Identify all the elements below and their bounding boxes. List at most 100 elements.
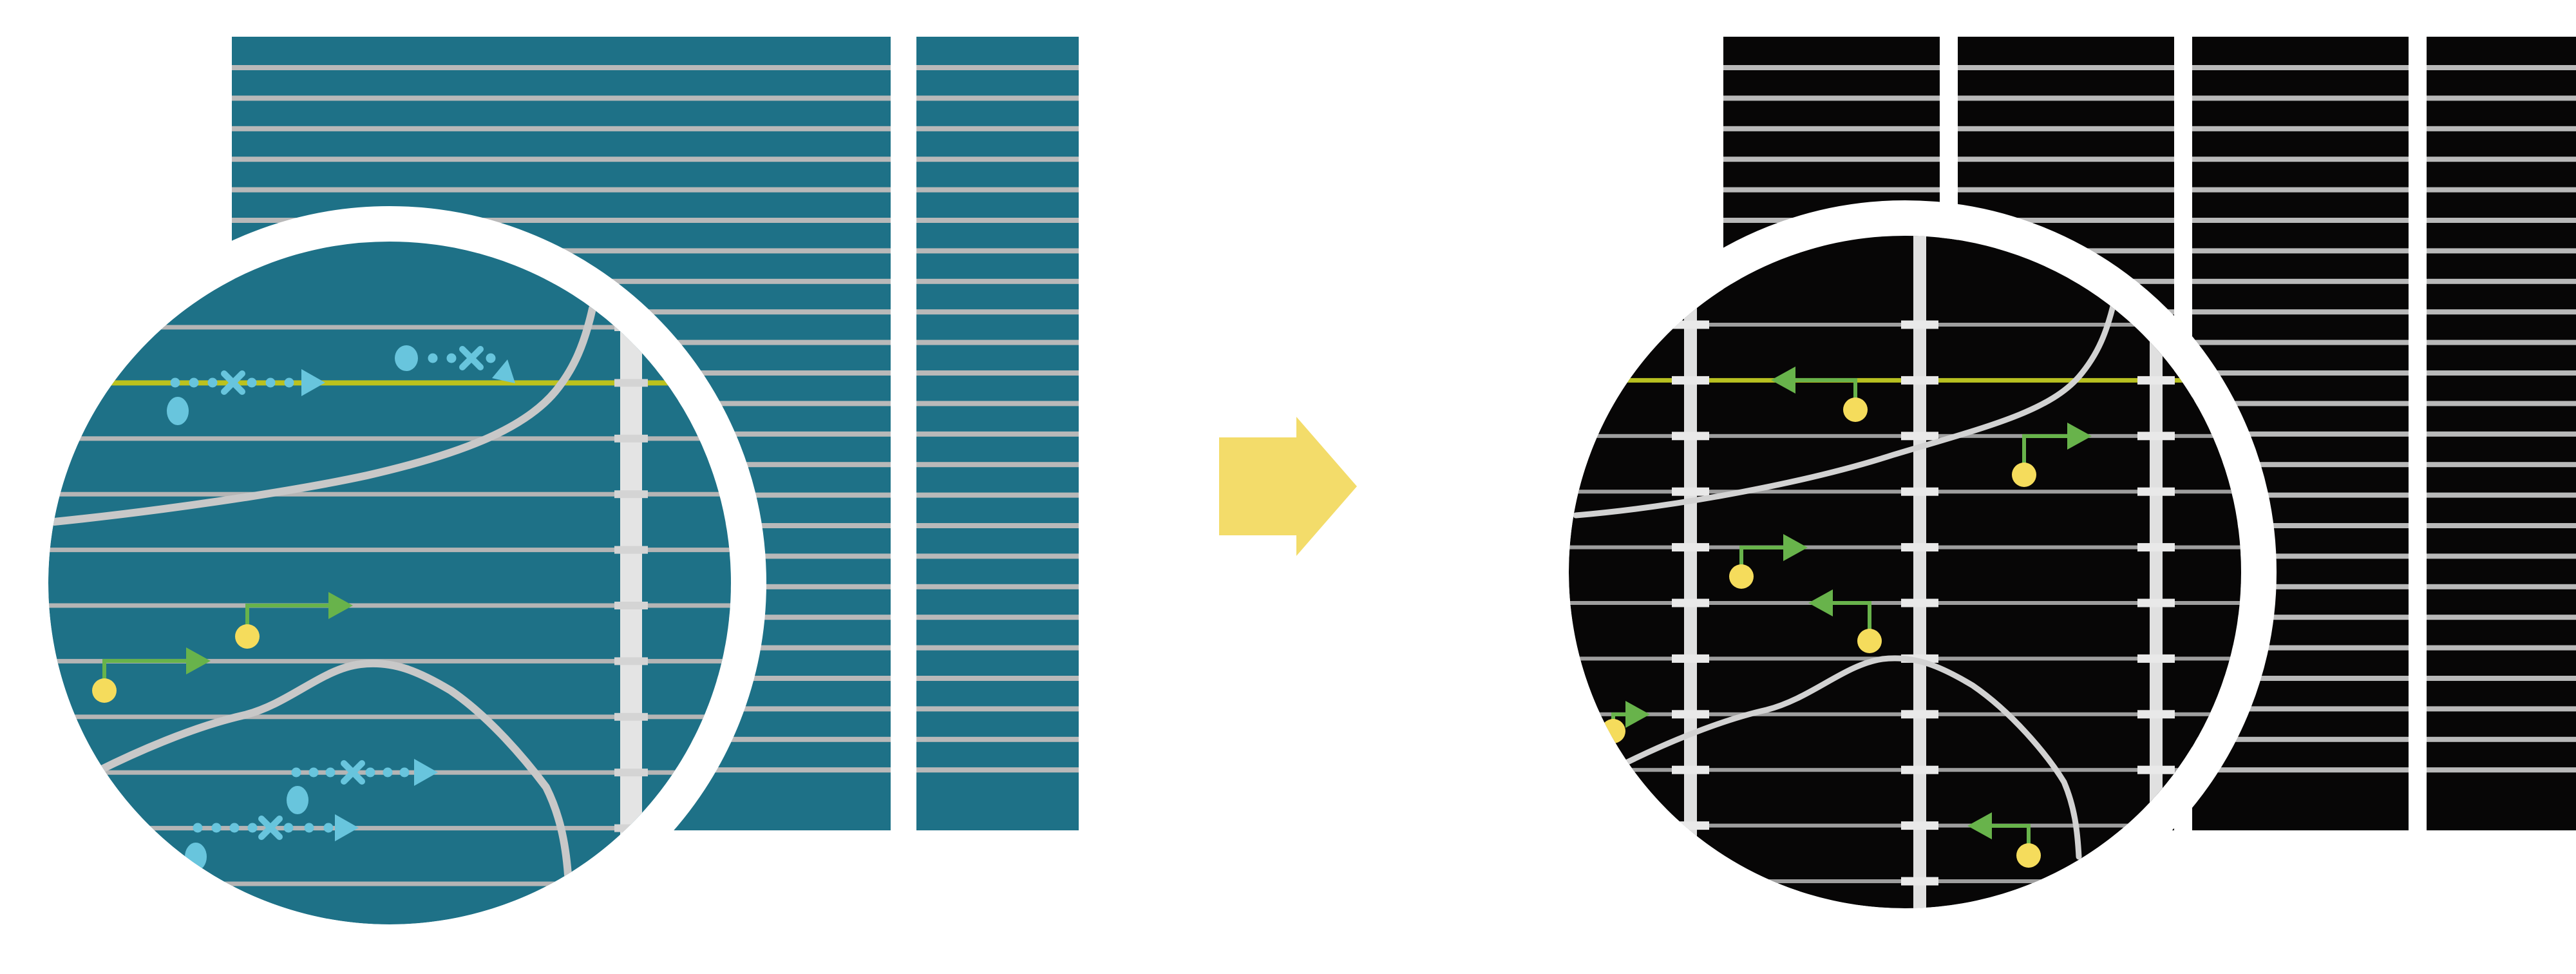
magnifier-right-content xyxy=(1569,236,2241,908)
finger-line xyxy=(48,492,731,497)
finger-line xyxy=(2427,126,2576,131)
finger-line xyxy=(2192,706,2409,712)
transform-arrow-icon xyxy=(1219,417,1357,556)
solder-pad xyxy=(614,657,648,665)
finger-line xyxy=(916,309,1079,315)
electron-dot xyxy=(283,823,294,833)
finger-line xyxy=(916,218,1079,223)
finger-line xyxy=(916,523,1079,528)
solder-pad xyxy=(614,434,648,443)
finger-line xyxy=(1958,95,2174,101)
finger-line xyxy=(916,126,1079,131)
finger-line xyxy=(2427,736,2576,742)
finger-line xyxy=(48,436,731,441)
electron-dot xyxy=(399,767,410,778)
finger-line xyxy=(2192,278,2409,284)
magnifier-right xyxy=(1533,200,2277,944)
finger-line xyxy=(48,548,731,553)
finger-line xyxy=(916,676,1079,681)
finger-line xyxy=(48,826,731,831)
solder-pad xyxy=(1672,598,1709,607)
finger-line xyxy=(2192,431,2409,437)
solder-pad xyxy=(1672,376,1709,385)
highlighted-finger-line xyxy=(48,380,731,386)
recombination-x-icon xyxy=(221,370,245,395)
solder-pad xyxy=(1672,710,1709,719)
finger-line xyxy=(916,462,1079,468)
finger-line xyxy=(232,187,891,193)
carrier-arrowhead-icon xyxy=(1783,534,1808,561)
magnifier-left xyxy=(13,206,766,960)
standard-cell-panel xyxy=(916,37,1079,830)
finger-line xyxy=(232,218,891,223)
electron-path xyxy=(167,369,325,425)
electron-dot xyxy=(193,823,203,833)
magnifier-left-ring xyxy=(13,206,766,960)
multi-busbar-cell-panel xyxy=(2427,37,2576,830)
finger-line xyxy=(2427,65,2576,70)
busbar xyxy=(2150,236,2163,908)
electron-dot xyxy=(211,823,222,833)
finger-line xyxy=(2427,645,2576,651)
finger-line xyxy=(916,736,1079,742)
carrier-path xyxy=(2012,423,2092,487)
finger-line xyxy=(2192,523,2409,528)
solder-pad xyxy=(614,490,648,499)
electron-dot xyxy=(325,767,336,778)
electron-dot-large xyxy=(167,397,189,425)
finger-line xyxy=(916,584,1079,589)
finger-line xyxy=(2192,187,2409,193)
finger-line xyxy=(2427,462,2576,468)
finger-line xyxy=(232,65,891,70)
electron-dot xyxy=(308,767,319,778)
solder-pad xyxy=(1901,710,1938,719)
electron-dot xyxy=(170,377,180,388)
microcrack-line xyxy=(50,305,596,526)
solder-pad xyxy=(614,602,648,609)
finger-line xyxy=(2192,767,2409,773)
solder-pad xyxy=(2137,598,2175,607)
carrier-arrowhead-icon xyxy=(1808,589,1833,616)
finger-line xyxy=(2427,309,2576,315)
magnifier-right-ring xyxy=(1533,200,2277,944)
finger-line xyxy=(2427,431,2576,437)
solder-pad xyxy=(614,379,648,387)
finger-line xyxy=(916,431,1079,437)
carrier-route-line xyxy=(1828,601,1871,641)
finger-line xyxy=(1723,126,1940,131)
solder-pad xyxy=(2137,765,2175,774)
carrier-arrowhead-icon xyxy=(1625,701,1650,728)
finger-line xyxy=(916,645,1079,651)
finger-line xyxy=(1958,157,2174,162)
electron-path xyxy=(395,345,515,383)
carrier-path xyxy=(92,647,211,703)
finger-line xyxy=(2427,584,2576,589)
solder-pad xyxy=(1672,654,1709,663)
carrier-dot xyxy=(2012,463,2036,487)
finger-line xyxy=(2192,584,2409,589)
finger-line xyxy=(916,65,1079,70)
finger-line xyxy=(2427,248,2576,254)
microcrack-line xyxy=(1615,655,2082,860)
finger-line xyxy=(916,278,1079,284)
finger-line xyxy=(1723,157,1940,162)
finger-line xyxy=(2192,676,2409,681)
solder-pad xyxy=(1901,877,1938,886)
solder-pad xyxy=(614,712,648,721)
busbar xyxy=(1913,236,1926,908)
electron-arrowhead-icon xyxy=(492,359,515,383)
solder-pad xyxy=(614,546,648,554)
finger-line xyxy=(916,248,1079,254)
finger-line xyxy=(2427,492,2576,498)
electron-dot xyxy=(247,377,257,388)
finger-line xyxy=(2192,218,2409,223)
finger-line xyxy=(2427,95,2576,101)
finger-line xyxy=(2192,339,2409,345)
electron-dot xyxy=(323,823,334,833)
carrier-arrowhead-icon xyxy=(1967,812,1992,839)
finger-line xyxy=(2427,157,2576,162)
carrier-path xyxy=(235,592,353,649)
solder-pad xyxy=(1901,765,1938,774)
